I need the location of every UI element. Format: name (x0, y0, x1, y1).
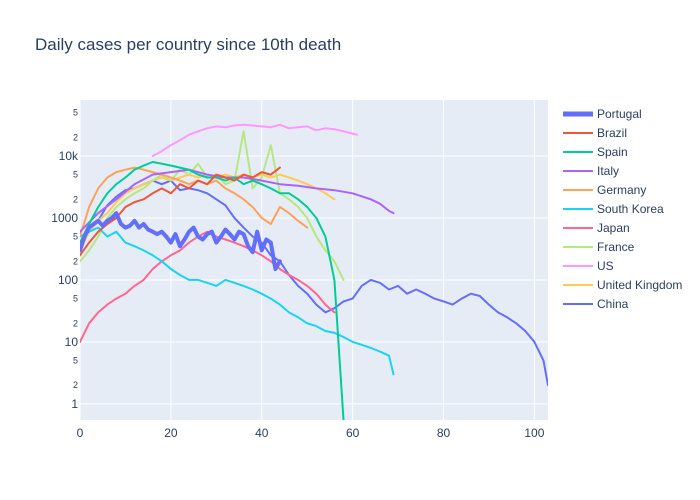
legend-label: Portugal (597, 107, 642, 121)
x-axis: 0 20 40 60 80 100 (77, 426, 545, 440)
legend-item-south-korea[interactable]: South Korea (563, 202, 664, 216)
legend-item-spain[interactable]: Spain (563, 145, 628, 159)
legend-label: Spain (597, 145, 628, 159)
y-minor-tick-label: 5 (73, 294, 78, 304)
series-line-germany (80, 166, 309, 238)
x-tick-label: 60 (346, 426, 360, 440)
x-tick-label: 80 (437, 426, 451, 440)
legend-label: Italy (597, 164, 619, 178)
series-line-china (80, 179, 548, 387)
series-line-south-korea (80, 226, 395, 376)
x-tick-label: 0 (77, 426, 84, 440)
plot-background (80, 100, 548, 420)
series-line-spain (80, 161, 345, 420)
legend-label: Germany (597, 183, 646, 197)
x-tick-label: 20 (164, 426, 178, 440)
legend-label: China (597, 297, 629, 311)
legend-item-china[interactable]: China (563, 297, 629, 311)
legend-item-united-kingdom[interactable]: United Kingdom (563, 278, 682, 292)
y-minor-tick-label: 5 (73, 232, 78, 242)
legend-label: France (597, 240, 635, 254)
y-minor-tick-label: 2 (73, 132, 78, 142)
series-lines (80, 123, 548, 420)
series-line-italy (80, 168, 395, 233)
y-minor-tick-label: 2 (73, 256, 78, 266)
y-tick-label: 1 (71, 397, 78, 411)
legend-label: United Kingdom (597, 278, 682, 292)
legend-label: South Korea (597, 202, 664, 216)
y-minor-tick-label: 2 (73, 380, 78, 390)
y-tick-label: 10k (59, 149, 79, 163)
legend-item-portugal[interactable]: Portugal (563, 107, 642, 121)
x-tick-label: 100 (524, 426, 544, 440)
series-line-japan (80, 230, 336, 343)
legend-item-germany[interactable]: Germany (563, 183, 646, 197)
y-minor-tick-label: 5 (73, 108, 78, 118)
y-axis: 1 10 100 1000 10k 2 5 2 5 2 5 2 5 2 5 (51, 108, 79, 411)
chart-title: Daily cases per country since 10th death (35, 35, 341, 54)
legend-label: US (597, 259, 614, 273)
y-tick-label: 1000 (51, 211, 78, 225)
grid (79, 100, 548, 420)
legend-item-us[interactable]: US (563, 259, 614, 273)
plot-area (80, 100, 548, 420)
y-minor-tick-label: 2 (73, 318, 78, 328)
y-minor-tick-label: 5 (73, 170, 78, 180)
y-minor-tick-label: 2 (73, 194, 78, 204)
legend-item-france[interactable]: France (563, 240, 635, 254)
legend-label: Japan (597, 221, 630, 235)
legend-item-japan[interactable]: Japan (563, 221, 630, 235)
series-line-us (151, 123, 359, 157)
y-minor-tick-label: 5 (73, 356, 78, 366)
legend-item-brazil[interactable]: Brazil (563, 126, 627, 140)
x-tick-label: 40 (255, 426, 269, 440)
legend-label: Brazil (597, 126, 627, 140)
y-tick-label: 100 (58, 273, 78, 287)
series-line-brazil (80, 166, 281, 257)
series-line-portugal (80, 211, 282, 271)
legend[interactable]: Portugal Brazil Spain Italy Germany South Kor… (563, 107, 682, 311)
y-tick-label: 10 (65, 335, 79, 349)
legend-item-italy[interactable]: Italy (563, 164, 619, 178)
